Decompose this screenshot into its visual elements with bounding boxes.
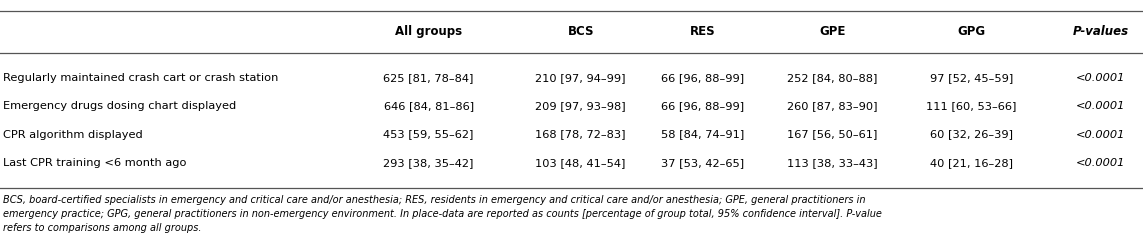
Text: 209 [97, 93–98]: 209 [97, 93–98]: [535, 102, 626, 111]
Text: 103 [48, 41–54]: 103 [48, 41–54]: [535, 158, 626, 168]
Text: 66 [96, 88–99]: 66 [96, 88–99]: [662, 73, 744, 83]
Text: 37 [53, 42–65]: 37 [53, 42–65]: [662, 158, 744, 168]
Text: GPG: GPG: [958, 25, 985, 38]
Text: 66 [96, 88–99]: 66 [96, 88–99]: [662, 102, 744, 111]
Text: <0.0001: <0.0001: [1076, 130, 1126, 139]
Text: All groups: All groups: [395, 25, 462, 38]
Text: P-values: P-values: [1072, 25, 1129, 38]
Text: 453 [59, 55–62]: 453 [59, 55–62]: [383, 130, 474, 139]
Text: BCS: BCS: [567, 25, 594, 38]
Text: Last CPR training <6 month ago: Last CPR training <6 month ago: [3, 158, 187, 168]
Text: 113 [38, 33–43]: 113 [38, 33–43]: [786, 158, 878, 168]
Text: refers to comparisons among all groups.: refers to comparisons among all groups.: [3, 223, 202, 233]
Text: 293 [38, 35–42]: 293 [38, 35–42]: [383, 158, 474, 168]
Text: 97 [52, 45–59]: 97 [52, 45–59]: [930, 73, 1013, 83]
Text: RES: RES: [690, 25, 716, 38]
Text: emergency practice; GPG, general practitioners in non-emergency environment. In : emergency practice; GPG, general practit…: [3, 209, 882, 219]
Text: 210 [97, 94–99]: 210 [97, 94–99]: [535, 73, 626, 83]
Text: 58 [84, 74–91]: 58 [84, 74–91]: [662, 130, 744, 139]
Text: Emergency drugs dosing chart displayed: Emergency drugs dosing chart displayed: [3, 102, 237, 111]
Text: CPR algorithm displayed: CPR algorithm displayed: [3, 130, 143, 139]
Text: Regularly maintained crash cart or crash station: Regularly maintained crash cart or crash…: [3, 73, 279, 83]
Text: 646 [84, 81–86]: 646 [84, 81–86]: [384, 102, 473, 111]
Text: <0.0001: <0.0001: [1076, 73, 1126, 83]
Text: 60 [32, 26–39]: 60 [32, 26–39]: [930, 130, 1013, 139]
Text: 260 [87, 83–90]: 260 [87, 83–90]: [786, 102, 878, 111]
Text: <0.0001: <0.0001: [1076, 158, 1126, 168]
Text: <0.0001: <0.0001: [1076, 102, 1126, 111]
Text: BCS, board-certified specialists in emergency and critical care and/or anesthesi: BCS, board-certified specialists in emer…: [3, 195, 866, 205]
Text: 625 [81, 78–84]: 625 [81, 78–84]: [383, 73, 474, 83]
Text: 168 [78, 72–83]: 168 [78, 72–83]: [535, 130, 626, 139]
Text: 111 [60, 53–66]: 111 [60, 53–66]: [926, 102, 1017, 111]
Text: 167 [56, 50–61]: 167 [56, 50–61]: [786, 130, 878, 139]
Text: GPE: GPE: [818, 25, 846, 38]
Text: 252 [84, 80–88]: 252 [84, 80–88]: [786, 73, 878, 83]
Text: 40 [21, 16–28]: 40 [21, 16–28]: [930, 158, 1013, 168]
